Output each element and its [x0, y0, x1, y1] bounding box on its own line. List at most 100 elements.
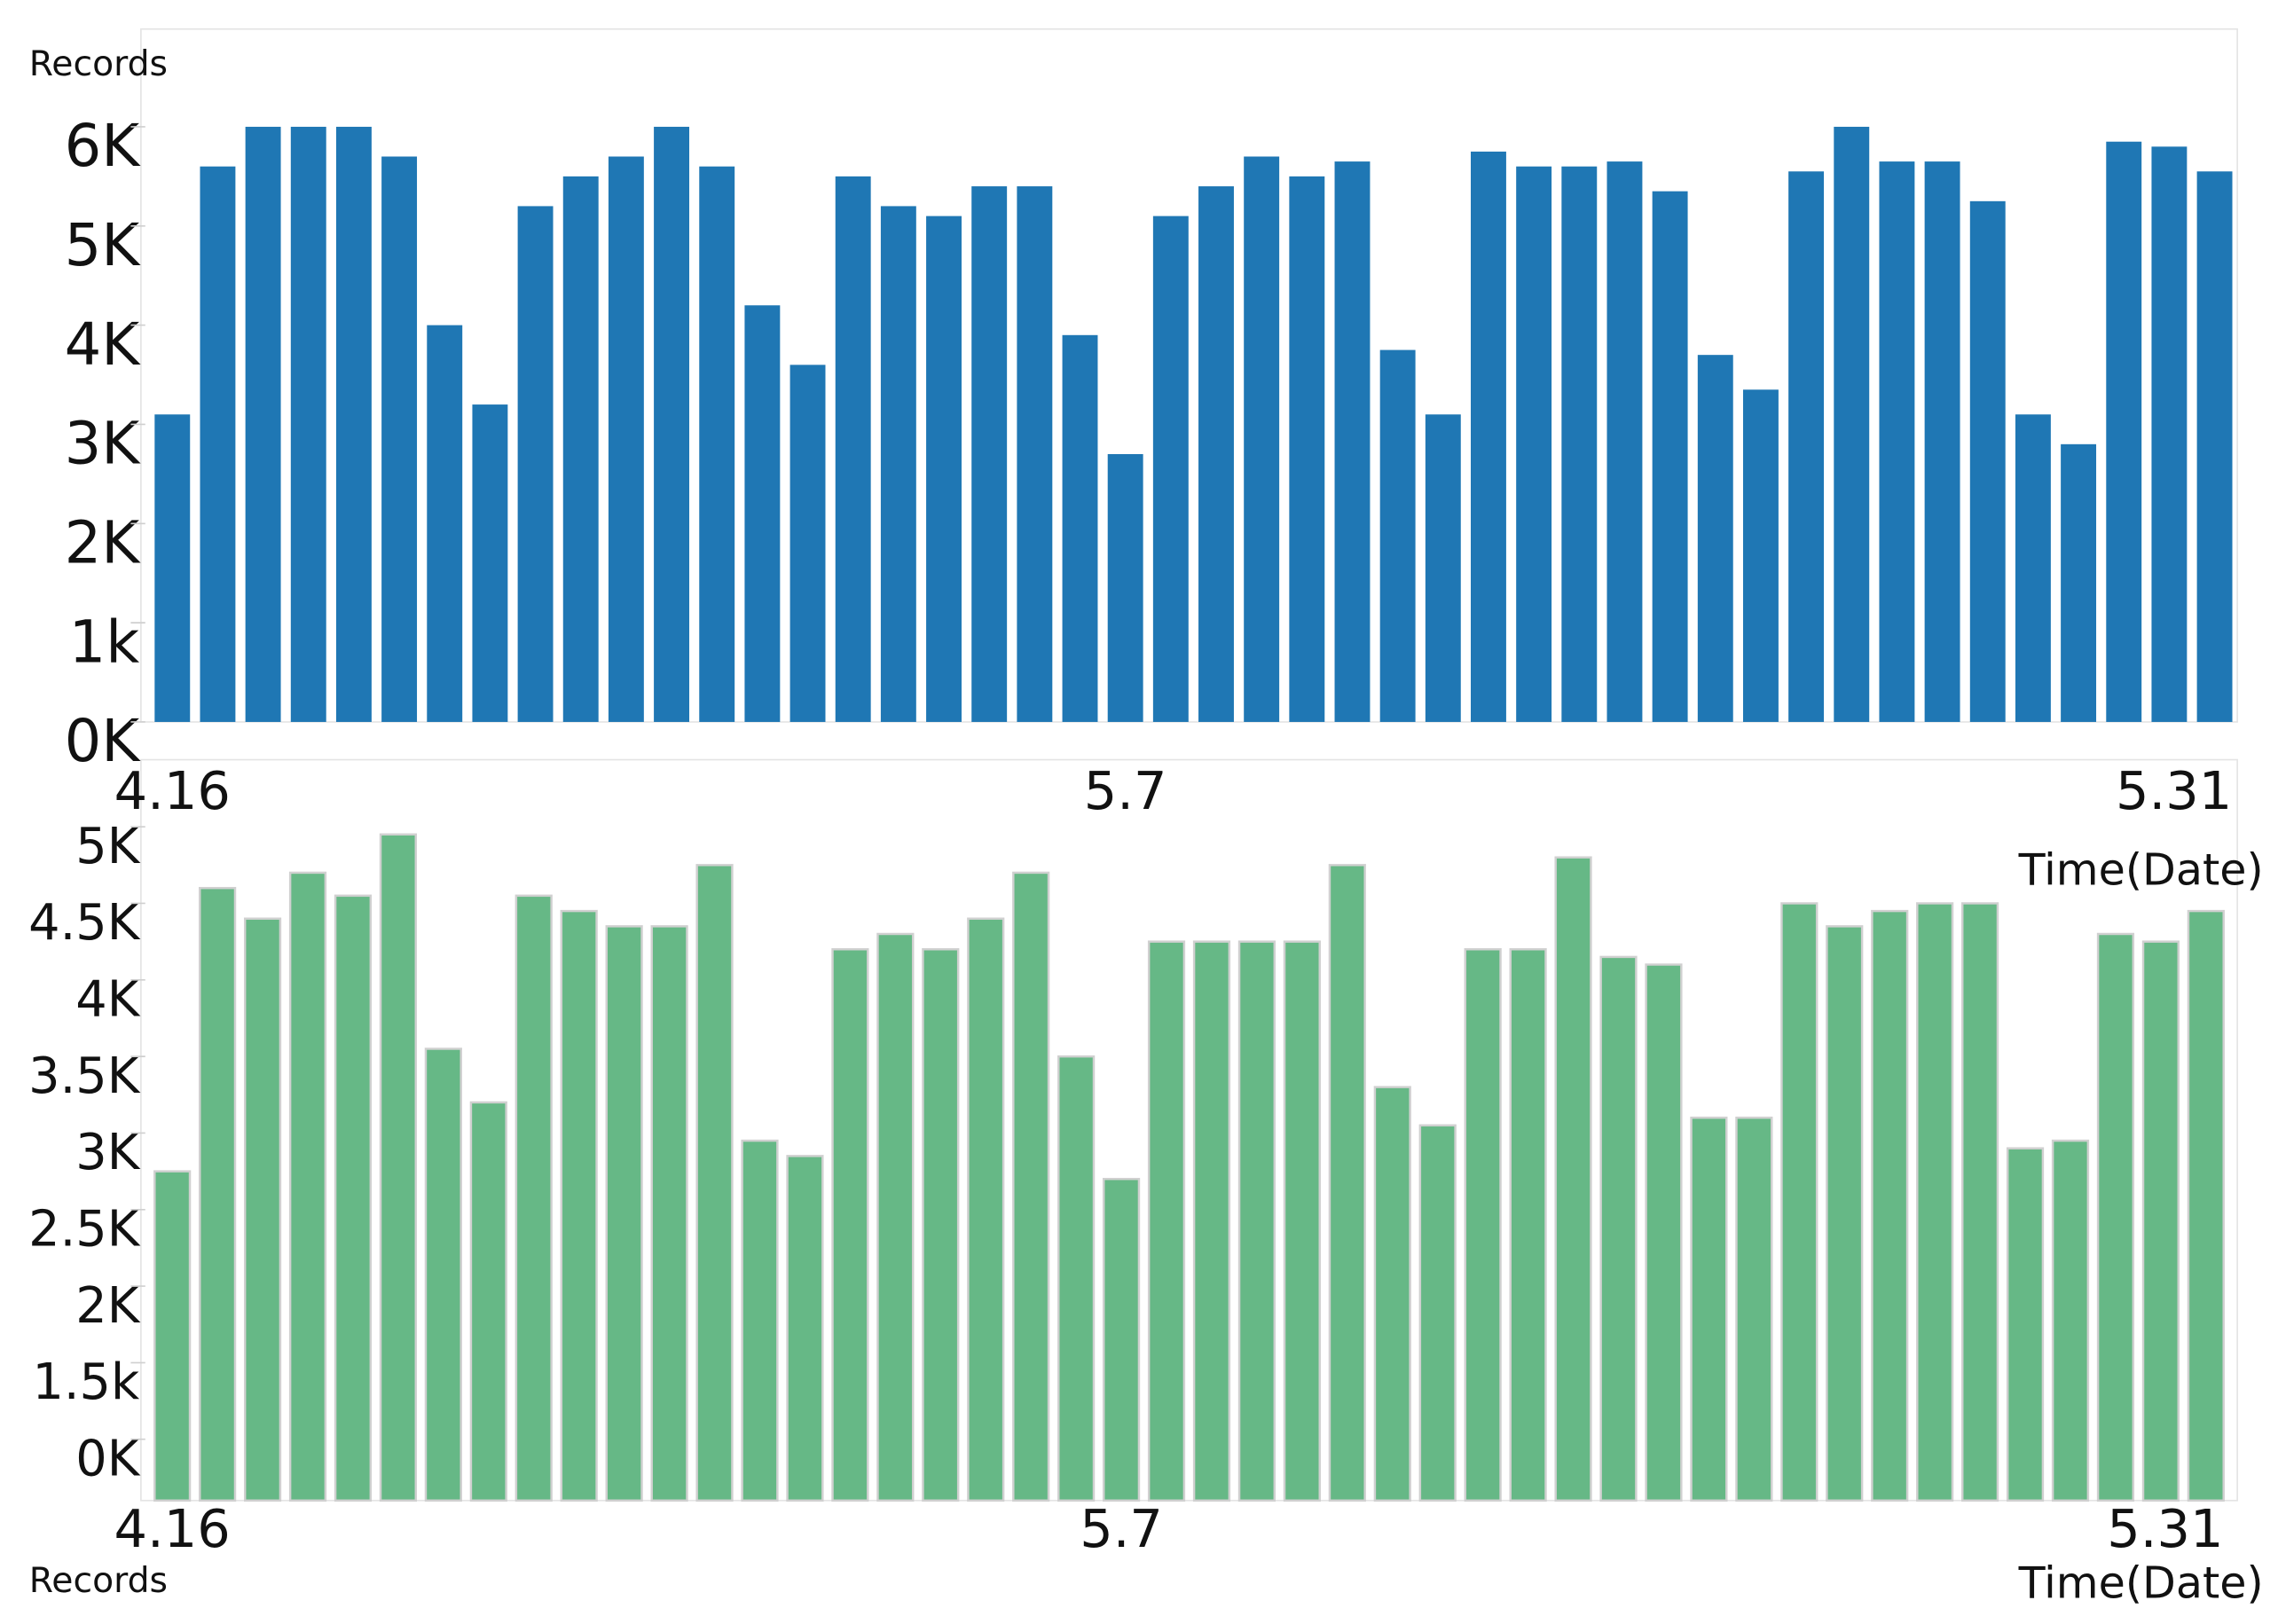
bar: [153, 1170, 192, 1502]
bar: [789, 365, 826, 722]
bar: [472, 404, 508, 722]
y-tick-label: 5K: [75, 818, 140, 875]
bar: [1742, 389, 1779, 722]
bar: [154, 414, 191, 722]
bar: [562, 176, 599, 722]
y-tick-label: 3.5K: [28, 1047, 141, 1105]
y-tick-label: 4K: [65, 311, 142, 379]
bar: [605, 925, 643, 1502]
bar: [2015, 414, 2051, 722]
y-tick-label: 5K: [65, 212, 142, 279]
bar: [650, 925, 688, 1502]
bar: [243, 917, 282, 1502]
bar: [200, 166, 236, 722]
bar: [427, 325, 463, 722]
bar: [1012, 871, 1050, 1502]
bar: [1152, 216, 1189, 722]
bar: [608, 156, 644, 722]
bar: [2006, 1147, 2045, 1502]
bar: [2141, 940, 2180, 1502]
y-tick-label: 4K: [75, 971, 140, 1029]
bar: [245, 126, 281, 722]
plot-frame: [140, 758, 2238, 1502]
bar: [880, 206, 916, 722]
bar: [2106, 141, 2142, 722]
bar: [381, 156, 418, 722]
bar: [1017, 186, 1053, 722]
bar: [1834, 126, 1870, 722]
bar: [1554, 856, 1592, 1502]
bar: [1471, 151, 1506, 722]
plot-frame: [140, 27, 2238, 723]
bar: [1780, 902, 1818, 1502]
bar: [1561, 166, 1598, 722]
bar: [922, 948, 960, 1502]
bar: [1418, 1124, 1457, 1502]
bar: [335, 126, 372, 722]
bar: [967, 917, 1005, 1502]
bar: [831, 948, 869, 1502]
x-axis-label: Time(Date): [2018, 1557, 2264, 1609]
y-tick-label: 3K: [65, 411, 142, 478]
bar: [1102, 1178, 1141, 1502]
y-tick-label: 2K: [65, 510, 142, 577]
bar: [379, 833, 418, 1502]
bar: [1509, 948, 1547, 1502]
y-tick-label: 2K: [75, 1277, 140, 1335]
bar: [515, 894, 553, 1502]
bar: [654, 126, 690, 722]
y-tick-label: 4.5K: [28, 894, 141, 952]
bar: [741, 1139, 779, 1502]
y-tick-label: 1.5k: [32, 1353, 140, 1411]
y-tick-label: 1k: [69, 608, 140, 676]
bar: [1107, 454, 1143, 722]
bar: [971, 186, 1008, 722]
x-axis-label: Time(Date): [2018, 843, 2264, 895]
bar: [517, 206, 554, 722]
bar: [1645, 963, 1683, 1502]
bar: [1192, 940, 1231, 1502]
bar: [1198, 186, 1234, 722]
bar: [926, 216, 962, 722]
bar: [290, 126, 326, 722]
bar: [1464, 948, 1502, 1502]
bar: [1969, 200, 2006, 722]
bar: [744, 305, 781, 722]
y-tick-label: 0K: [75, 1431, 140, 1488]
bar: [1690, 1116, 1728, 1502]
x-tick-label: 5.31: [2116, 760, 2232, 821]
bar: [1516, 166, 1552, 722]
bar: [1606, 161, 1643, 722]
bar: [2051, 1139, 2090, 1502]
bar: [1652, 191, 1688, 722]
x-tick-label: 4.16: [114, 760, 231, 821]
bar: [1237, 940, 1276, 1502]
bar: [1379, 349, 1416, 722]
bar: [334, 894, 373, 1502]
y-tick-label: 0K: [65, 708, 142, 775]
bar: [560, 909, 598, 1502]
bar: [695, 864, 734, 1502]
bar: [2196, 171, 2233, 722]
bar: [199, 886, 237, 1502]
x-tick-label: 4.16: [114, 1498, 231, 1559]
bar: [1916, 902, 1954, 1502]
bar: [424, 1047, 462, 1502]
bar: [1283, 940, 1321, 1502]
y-tick-label: 3K: [75, 1124, 140, 1181]
bar: [876, 932, 915, 1502]
bar: [786, 1155, 824, 1502]
x-tick-label: 5.7: [1080, 1498, 1163, 1559]
bar: [2187, 909, 2225, 1502]
bar: [1788, 171, 1825, 722]
bar: [2061, 443, 2097, 722]
y-tick-label: 6K: [65, 113, 142, 180]
bar: [1062, 334, 1098, 722]
bar: [1334, 161, 1371, 722]
bar: [1289, 176, 1325, 722]
y-tick-label: 2.5K: [28, 1201, 141, 1259]
bar: [1924, 161, 1960, 722]
bar: [699, 166, 735, 722]
